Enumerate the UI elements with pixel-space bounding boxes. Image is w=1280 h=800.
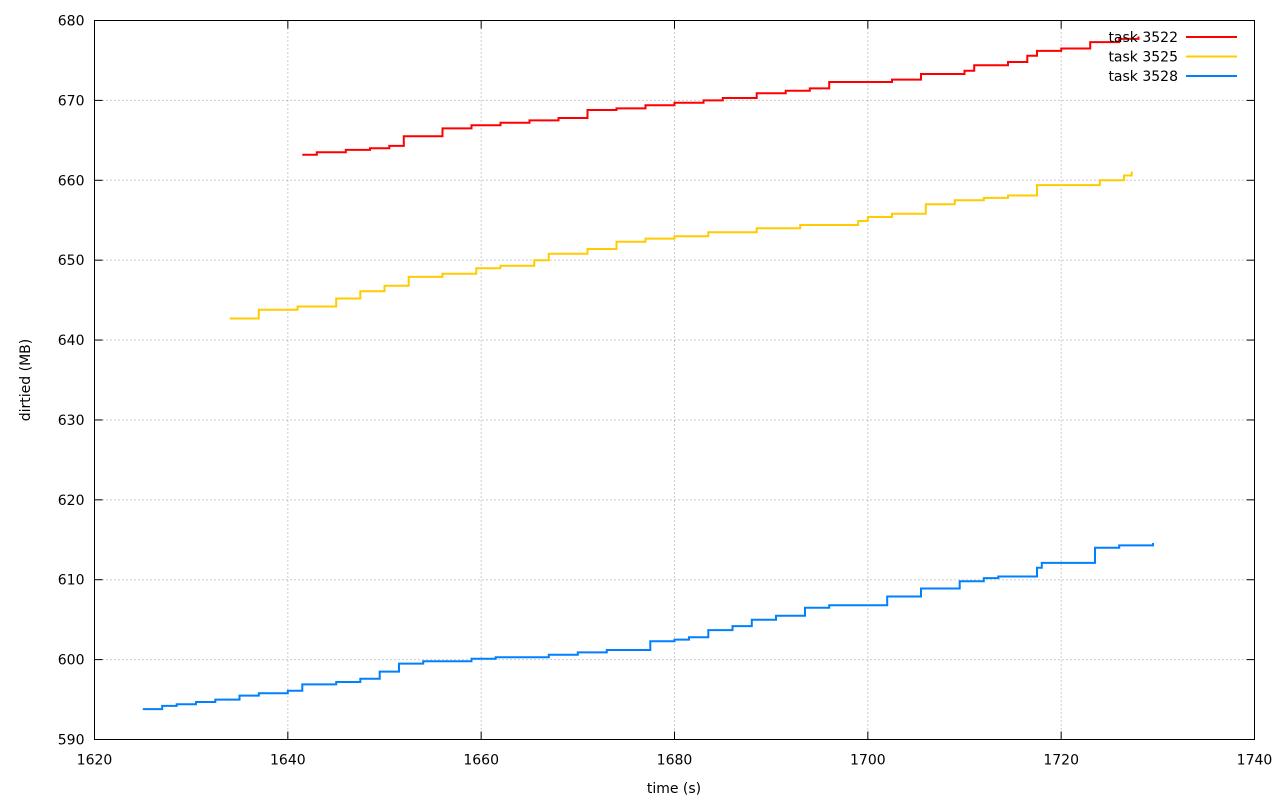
x-tick-label: 1660 xyxy=(463,753,499,769)
series-line-task-3528 xyxy=(142,543,1154,711)
x-tick-label: 1740 xyxy=(1237,753,1273,769)
y-tick-label: 620 xyxy=(58,493,85,509)
series-lines xyxy=(142,36,1154,711)
y-tick-label: 600 xyxy=(58,653,85,669)
legend-label: task 3525 xyxy=(1108,50,1178,66)
y-tick-label: 680 xyxy=(58,14,85,30)
series-line-task-3525 xyxy=(229,171,1133,320)
plot-frame xyxy=(94,20,1255,740)
y-tick-label: 630 xyxy=(58,413,85,429)
y-tick-label: 640 xyxy=(58,333,85,349)
grid xyxy=(94,20,1255,740)
axis-ticks xyxy=(94,20,1255,740)
x-tick-label: 1640 xyxy=(270,753,306,769)
y-tick-labels: 590 600 610 620 630 640 650 660 670 680 xyxy=(58,14,85,749)
x-tick-label: 1620 xyxy=(77,753,113,769)
x-tick-label: 1720 xyxy=(1043,753,1079,769)
y-tick-label: 650 xyxy=(58,253,85,269)
x-tick-label: 1700 xyxy=(850,753,886,769)
x-axis-title: time (s) xyxy=(647,781,701,797)
series-line-task-3522 xyxy=(302,36,1140,156)
y-tick-label: 670 xyxy=(58,93,85,109)
y-tick-label: 610 xyxy=(58,573,85,589)
y-axis-title: dirtied (MB) xyxy=(18,339,34,421)
legend-label: task 3528 xyxy=(1108,69,1178,85)
x-tick-labels: 1620 1640 1660 1680 1700 1720 1740 xyxy=(77,753,1273,769)
x-tick-label: 1680 xyxy=(657,753,693,769)
y-tick-label: 590 xyxy=(58,733,85,749)
legend-label: task 3522 xyxy=(1108,30,1178,46)
legend: task 3522 task 3525 task 3528 xyxy=(1108,30,1237,85)
y-tick-label: 660 xyxy=(58,173,85,189)
